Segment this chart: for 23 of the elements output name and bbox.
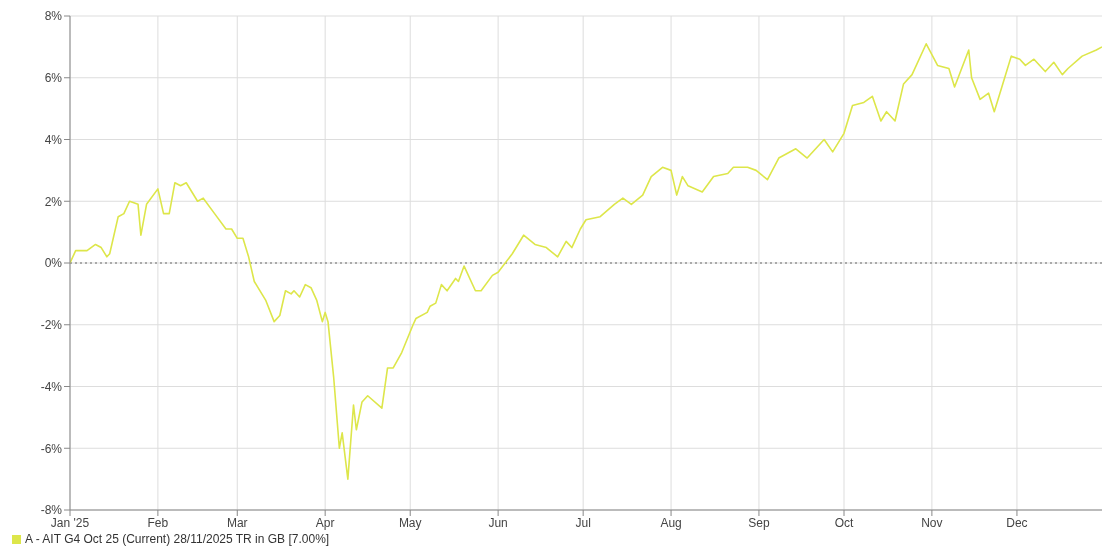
x-tick-label: Jul: [575, 515, 591, 530]
x-tick-label: Jan '25: [50, 515, 90, 530]
x-tick-label: May: [398, 515, 422, 530]
y-tick-label: -4%: [40, 379, 63, 394]
x-tick-label: Mar: [226, 515, 248, 530]
x-tick-label: Dec: [1006, 515, 1028, 530]
x-tick-label: Apr: [315, 515, 335, 530]
y-tick-label: 4%: [44, 132, 63, 147]
line-series: [70, 42, 1102, 480]
y-tick-label: 8%: [44, 9, 63, 24]
x-tick-label: Oct: [834, 515, 854, 530]
x-tick-label: Jun: [488, 515, 508, 530]
y-tick-label: -8%: [40, 503, 63, 518]
y-tick-label: -6%: [40, 441, 63, 456]
x-tick-label: Nov: [921, 515, 943, 530]
legend-label: A - AIT G4 Oct 25 (Current) 28/11/2025 TR in GB [7.00%]: [25, 532, 330, 546]
x-tick-label: Sep: [748, 515, 770, 530]
y-tick-label: 6%: [44, 71, 63, 86]
x-tick-label: Feb: [147, 515, 169, 530]
y-tick-label: 2%: [44, 194, 63, 209]
x-tick-label: Aug: [660, 515, 682, 530]
y-tick-label: -2%: [40, 318, 63, 333]
y-tick-label: 0%: [44, 256, 63, 271]
